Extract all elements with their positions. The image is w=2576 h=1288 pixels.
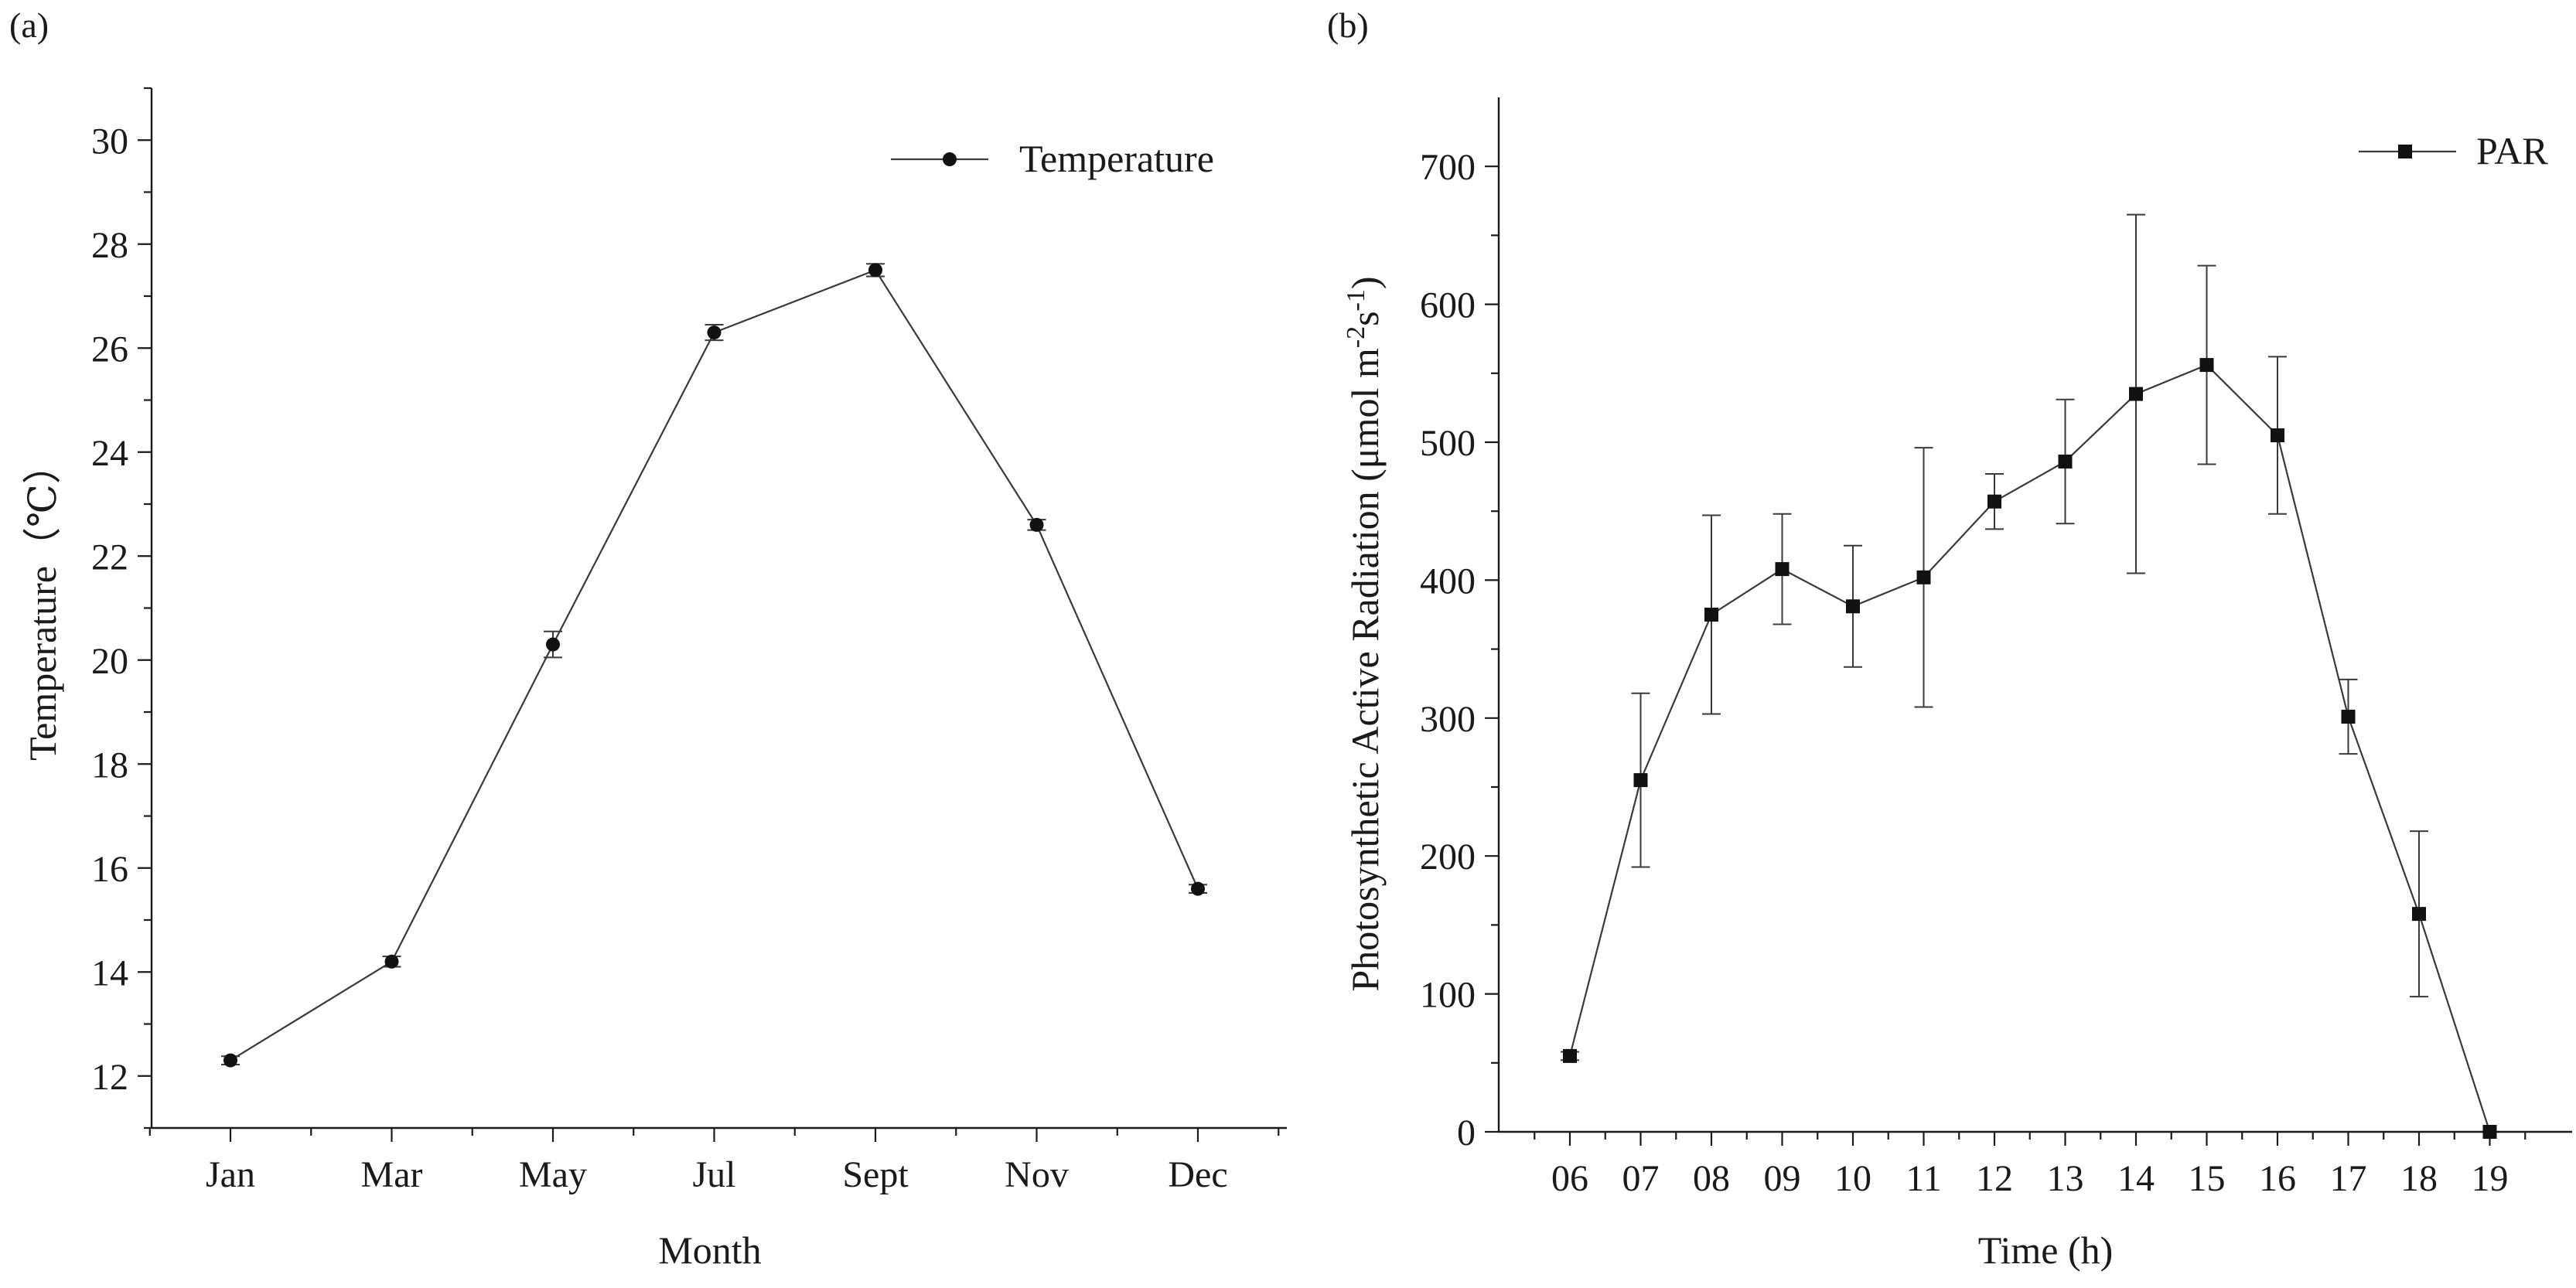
y-tick-label: 300 (1420, 699, 1476, 740)
x-tick-label: 16 (2259, 1158, 2296, 1199)
data-point (2412, 907, 2426, 922)
panel-a-axes (150, 88, 1287, 1130)
panel-b-par-chart: (b) 0 100 200 300 400 500 600 700 06 07 08 09 10 11 1… (1327, 5, 2572, 1272)
x-tick-label: 10 (1834, 1158, 1871, 1199)
data-point (2058, 454, 2073, 469)
x-tick-label: 14 (2117, 1158, 2155, 1199)
data-point (2482, 1125, 2497, 1139)
data-point (2199, 358, 2214, 373)
y-tick-label: 18 (91, 745, 128, 785)
y-tick-label: 400 (1420, 561, 1476, 601)
y-tick-label: 500 (1420, 423, 1476, 464)
panel-b-legend: PAR (2359, 129, 2548, 172)
data-point (2341, 710, 2356, 724)
x-tick-label: Dec (1168, 1154, 1227, 1195)
x-tick-label: May (519, 1154, 587, 1195)
data-point (1563, 1048, 1577, 1063)
panel-a-y-axis-label: Temperature（℃） (21, 445, 64, 761)
x-tick-label: 13 (2047, 1158, 2084, 1199)
y-label-mid: s (1343, 311, 1387, 325)
y-tick-label: 26 (91, 329, 128, 370)
data-point (223, 1053, 237, 1068)
x-tick-label: 06 (1551, 1158, 1588, 1199)
data-point (2129, 387, 2143, 401)
panel-b-series (1561, 213, 2497, 1139)
series-line (1568, 363, 2491, 1133)
y-label-sup-1: -2 (1342, 326, 1370, 348)
y-tick-label: 20 (91, 641, 128, 682)
data-point (1916, 570, 1931, 584)
data-point (1987, 494, 2001, 509)
data-point (1704, 608, 1718, 622)
x-tick-label: 08 (1693, 1158, 1730, 1199)
panel-a-series (221, 263, 1207, 1068)
y-label-sup-2: -1 (1342, 289, 1370, 311)
y-tick-label: 22 (91, 537, 128, 578)
y-tick-label: 600 (1420, 285, 1476, 326)
data-point (707, 325, 722, 340)
legend-label-par: PAR (2476, 129, 2548, 172)
panel-b-x-ticks: 06 07 08 09 10 11 12 13 14 15 16 17 18 19 (1534, 1132, 2527, 1199)
y-tick-label: 30 (91, 121, 128, 162)
x-tick-label: 07 (1622, 1158, 1660, 1199)
panel-a-y-ticks: 12 14 16 18 20 22 24 26 28 30 (91, 87, 152, 1130)
x-tick-label: Sept (842, 1154, 909, 1195)
y-label-end: ) (1343, 276, 1387, 289)
x-tick-label: Nov (1005, 1154, 1069, 1195)
y-tick-label: 24 (91, 433, 128, 474)
series-line (230, 269, 1199, 1061)
panel-b-x-axis-label: Time (h) (1978, 1228, 2114, 1272)
y-tick-label: 0 (1457, 1113, 1476, 1153)
x-tick-label: Mar (361, 1154, 423, 1195)
panel-a-legend: Temperature (891, 137, 1214, 180)
panel-a-label: (a) (9, 5, 49, 45)
y-tick-label: 200 (1420, 837, 1476, 877)
x-tick-label: Jan (206, 1154, 255, 1195)
legend-marker-circle (943, 152, 957, 166)
x-tick-label: 17 (2330, 1158, 2367, 1199)
data-point (1846, 599, 1860, 614)
x-tick-label: 15 (2189, 1158, 2226, 1199)
legend-marker-square (2398, 145, 2412, 158)
panel-a-x-ticks: Jan Mar May Jul Sept Nov Dec (148, 1128, 1280, 1195)
data-point (1191, 881, 1205, 896)
data-point (2271, 428, 2284, 443)
data-point (1775, 562, 1790, 577)
panel-a-x-axis-label: Month (658, 1228, 761, 1272)
x-tick-label: 12 (1976, 1158, 2013, 1199)
panel-b-axes (1497, 97, 2572, 1133)
y-tick-label: 28 (91, 225, 128, 266)
panel-b-y-ticks: 0 100 200 300 400 500 600 700 (1420, 147, 1499, 1153)
legend-label-temperature: Temperature (1019, 137, 1214, 180)
x-tick-label: 18 (2400, 1158, 2438, 1199)
y-tick-label: 700 (1420, 147, 1476, 188)
panel-b-y-axis-label: Photosynthetic Active Radiation (μmol m-… (1342, 276, 1387, 991)
data-point (868, 263, 882, 278)
data-point (384, 954, 399, 969)
y-tick-label: 14 (91, 952, 128, 993)
x-tick-label: Jul (692, 1154, 735, 1195)
panel-b-label: (b) (1327, 5, 1369, 45)
y-tick-label: 12 (91, 1057, 128, 1098)
x-tick-label: 19 (2472, 1158, 2509, 1199)
panel-a-temperature-chart: (a) 12 14 16 18 20 22 24 26 28 30 Jan Mar May Jul Sep… (9, 5, 1287, 1272)
y-tick-label: 100 (1420, 975, 1476, 1016)
x-tick-label: 09 (1764, 1158, 1801, 1199)
y-tick-label: 16 (91, 849, 128, 890)
data-point (1029, 517, 1044, 532)
data-point (546, 637, 560, 652)
data-point (1633, 773, 1648, 788)
x-tick-label: 11 (1906, 1158, 1941, 1199)
y-label-main: Photosynthetic Active Radiation (μmol m (1343, 348, 1387, 991)
